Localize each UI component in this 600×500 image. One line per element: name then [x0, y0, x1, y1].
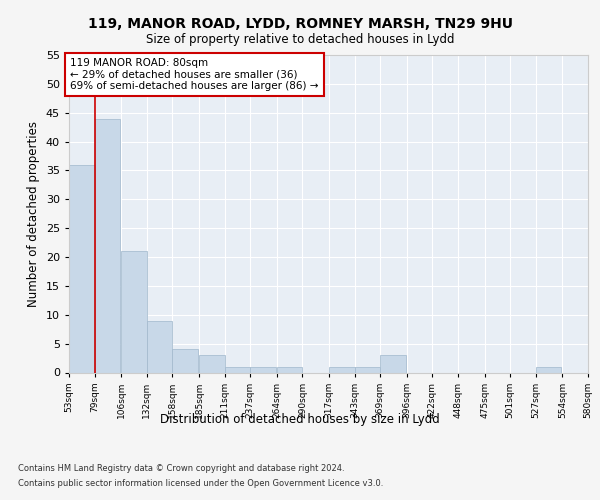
Bar	[250, 366, 276, 372]
Text: Contains HM Land Registry data © Crown copyright and database right 2024.: Contains HM Land Registry data © Crown c…	[18, 464, 344, 473]
Text: 119 MANOR ROAD: 80sqm
← 29% of detached houses are smaller (36)
69% of semi-deta: 119 MANOR ROAD: 80sqm ← 29% of detached …	[70, 58, 319, 91]
Bar	[121, 252, 147, 372]
Bar	[355, 366, 380, 372]
Y-axis label: Number of detached properties: Number of detached properties	[27, 120, 40, 306]
Text: Size of property relative to detached houses in Lydd: Size of property relative to detached ho…	[146, 32, 454, 46]
Bar	[380, 355, 406, 372]
Bar	[199, 355, 224, 372]
Bar	[69, 164, 95, 372]
Bar	[95, 118, 120, 372]
Bar	[224, 366, 250, 372]
Bar	[147, 320, 172, 372]
Text: Distribution of detached houses by size in Lydd: Distribution of detached houses by size …	[160, 412, 440, 426]
Text: Contains public sector information licensed under the Open Government Licence v3: Contains public sector information licen…	[18, 479, 383, 488]
Bar	[172, 350, 198, 372]
Text: 119, MANOR ROAD, LYDD, ROMNEY MARSH, TN29 9HU: 119, MANOR ROAD, LYDD, ROMNEY MARSH, TN2…	[88, 18, 512, 32]
Bar	[277, 366, 302, 372]
Bar	[329, 366, 355, 372]
Bar	[536, 366, 562, 372]
